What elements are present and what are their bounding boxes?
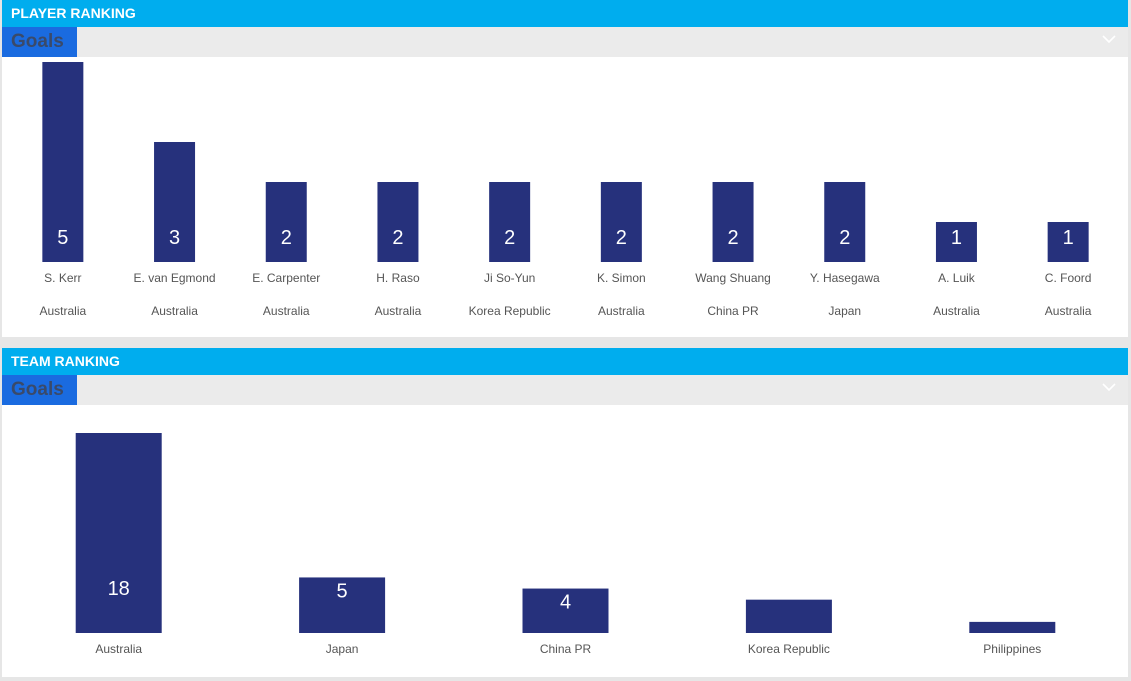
player-ranking-panel: PLAYER RANKING Goals 5 S. Kerr Australia 3 E… <box>2 0 1128 337</box>
bar-value-label: 18 <box>108 578 130 600</box>
category-label: H. Raso <box>376 271 420 285</box>
bar[interactable] <box>489 182 531 262</box>
bar-value-label: 1 <box>1063 227 1074 249</box>
player-ranking-title: PLAYER RANKING <box>2 0 1128 27</box>
bar[interactable] <box>824 182 866 262</box>
category-label: Ji So-Yun <box>484 271 535 285</box>
category-label: S. Kerr <box>44 271 81 285</box>
bar-value-label: 2 <box>392 227 403 249</box>
subcategory-label: Australia <box>598 304 645 318</box>
player-metric-selected[interactable]: Goals <box>2 27 77 57</box>
category-label: Korea Republic <box>748 642 830 656</box>
category-label: E. Carpenter <box>252 271 320 285</box>
team-ranking-title: TEAM RANKING <box>2 348 1128 375</box>
bar-value-label: 5 <box>337 580 348 602</box>
bar-value-label: 2 <box>839 227 850 249</box>
chevron-down-icon[interactable] <box>1102 380 1116 394</box>
category-label: China PR <box>540 642 592 656</box>
player-ranking-chart: 5 S. Kerr Australia 3 E. van Egmond Australia… <box>40 62 1092 318</box>
team-metric-dropdown[interactable]: Goals <box>2 375 1128 405</box>
team-ranking-panel: TEAM RANKING Goals 18 Australia 5 Japan 4 Chi… <box>2 348 1128 677</box>
category-label: C. Foord <box>1045 271 1092 285</box>
bar[interactable] <box>600 182 642 262</box>
subcategory-label: Australia <box>1045 304 1092 318</box>
chevron-down-icon[interactable] <box>1102 32 1116 46</box>
subcategory-label: Australia <box>933 304 980 318</box>
subcategory-label: Korea Republic <box>469 304 551 318</box>
bar[interactable] <box>299 577 386 633</box>
bar-value-label: 2 <box>616 227 627 249</box>
category-label: Japan <box>326 642 359 656</box>
player-metric-dropdown[interactable]: Goals <box>2 27 1128 57</box>
bar[interactable] <box>522 588 609 633</box>
subcategory-label: China PR <box>707 304 759 318</box>
bar-value-label: 1 <box>951 227 962 249</box>
bar[interactable] <box>377 182 419 262</box>
bar-value-label: 4 <box>560 592 571 614</box>
category-label: Philippines <box>983 642 1041 656</box>
category-label: Y. Hasegawa <box>810 271 880 285</box>
team-ranking-chart: 18 Australia 5 Japan 4 China PR Korea Republic… <box>75 433 1056 656</box>
bar-value-label: 2 <box>281 227 292 249</box>
bar[interactable] <box>265 182 307 262</box>
bar[interactable] <box>745 599 832 633</box>
category-label: Australia <box>95 642 142 656</box>
subcategory-label: Australia <box>375 304 422 318</box>
category-label: Wang Shuang <box>695 271 771 285</box>
subcategory-label: Australia <box>263 304 310 318</box>
subcategory-label: Australia <box>40 304 87 318</box>
bar-value-label: 5 <box>57 227 68 249</box>
bar-value-label: 2 <box>727 227 738 249</box>
bar-value-label: 3 <box>169 227 180 249</box>
category-label: E. van Egmond <box>134 271 216 285</box>
bar[interactable] <box>42 62 84 262</box>
category-label: A. Luik <box>938 271 976 285</box>
bar[interactable] <box>935 222 977 262</box>
bar-value-label: 2 <box>504 227 515 249</box>
subcategory-label: Australia <box>151 304 198 318</box>
bar[interactable] <box>969 621 1056 633</box>
bar[interactable] <box>154 142 196 262</box>
bar[interactable] <box>712 182 754 262</box>
category-label: K. Simon <box>597 271 646 285</box>
subcategory-label: Japan <box>828 304 861 318</box>
team-metric-selected[interactable]: Goals <box>2 375 77 405</box>
bar[interactable] <box>75 433 162 633</box>
bar[interactable] <box>1047 222 1089 262</box>
